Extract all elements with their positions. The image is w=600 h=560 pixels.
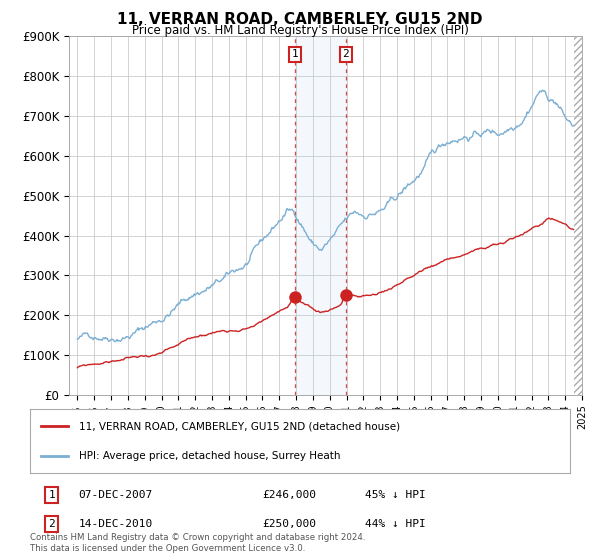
Text: 11, VERRAN ROAD, CAMBERLEY, GU15 2ND (detached house): 11, VERRAN ROAD, CAMBERLEY, GU15 2ND (de… — [79, 421, 400, 431]
Text: 1: 1 — [48, 490, 55, 500]
Text: 44% ↓ HPI: 44% ↓ HPI — [365, 519, 425, 529]
Text: 14-DEC-2010: 14-DEC-2010 — [79, 519, 153, 529]
Text: 07-DEC-2007: 07-DEC-2007 — [79, 490, 153, 500]
Text: Contains HM Land Registry data © Crown copyright and database right 2024.
This d: Contains HM Land Registry data © Crown c… — [30, 533, 365, 553]
Text: 2: 2 — [343, 49, 349, 59]
Text: Price paid vs. HM Land Registry's House Price Index (HPI): Price paid vs. HM Land Registry's House … — [131, 24, 469, 36]
Text: £246,000: £246,000 — [262, 490, 316, 500]
Bar — [295, 36, 346, 395]
Text: 11, VERRAN ROAD, CAMBERLEY, GU15 2ND: 11, VERRAN ROAD, CAMBERLEY, GU15 2ND — [117, 12, 483, 27]
Text: 1: 1 — [292, 49, 298, 59]
Text: HPI: Average price, detached house, Surrey Heath: HPI: Average price, detached house, Surr… — [79, 451, 340, 461]
Text: 2: 2 — [48, 519, 55, 529]
Text: £250,000: £250,000 — [262, 519, 316, 529]
Text: 45% ↓ HPI: 45% ↓ HPI — [365, 490, 425, 500]
Bar — [574, 36, 599, 395]
